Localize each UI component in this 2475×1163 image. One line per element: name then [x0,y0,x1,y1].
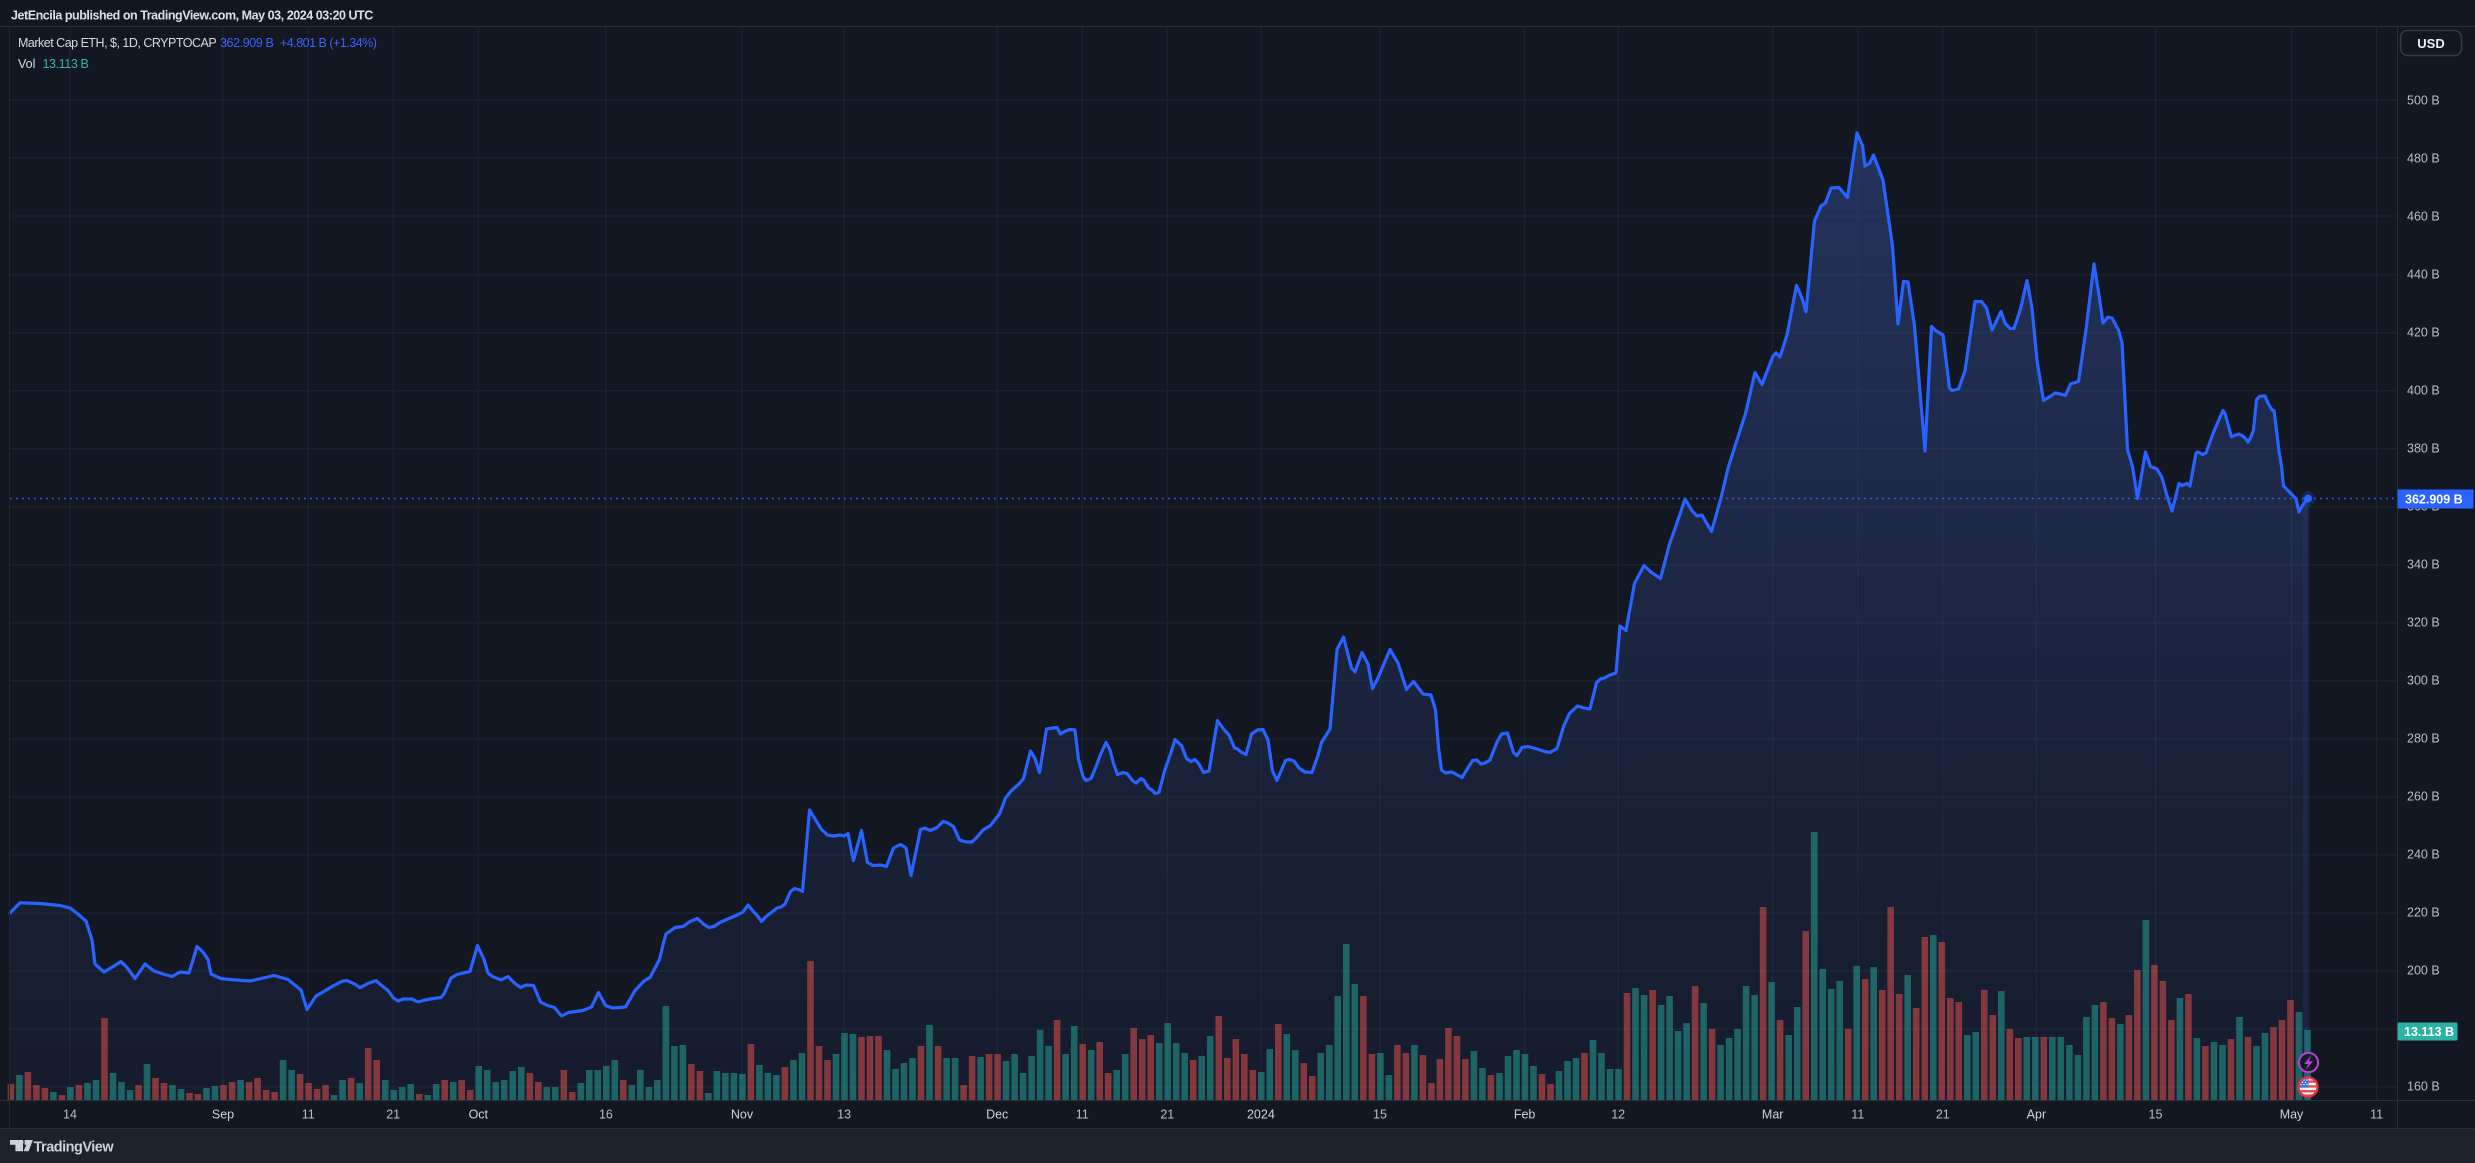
svg-text:USD: USD [2417,36,2444,51]
svg-text:Oct: Oct [469,1108,489,1122]
svg-text:11: 11 [302,1108,315,1122]
svg-text:362.909 B: 362.909 B [220,36,273,50]
svg-text:11: 11 [1076,1108,1089,1122]
svg-text:200 B: 200 B [2407,964,2440,978]
svg-text:Market Cap ETH, $, 1D, CRYPTOC: Market Cap ETH, $, 1D, CRYPTOCAP [18,36,216,50]
svg-text:220 B: 220 B [2407,906,2440,920]
svg-text:Dec: Dec [986,1108,1008,1122]
svg-text:Feb: Feb [1514,1108,1536,1122]
svg-text:15: 15 [1373,1108,1387,1122]
svg-text:15: 15 [2149,1108,2163,1122]
svg-text:460 B: 460 B [2407,210,2440,224]
svg-text:JetEncila published on Trading: JetEncila published on TradingView.com, … [11,9,373,23]
svg-text:13.113 B: 13.113 B [2404,1025,2454,1039]
svg-text:Sep: Sep [212,1108,234,1122]
svg-text:440 B: 440 B [2407,268,2440,282]
svg-text:400 B: 400 B [2407,384,2440,398]
svg-text:May: May [2280,1108,2304,1122]
svg-text:362.909 B: 362.909 B [2405,493,2463,507]
svg-text:260 B: 260 B [2407,790,2440,804]
svg-text:280 B: 280 B [2407,732,2440,746]
svg-text:300 B: 300 B [2407,674,2440,688]
svg-text:420 B: 420 B [2407,326,2440,340]
svg-text:11: 11 [2370,1108,2383,1122]
svg-text:340 B: 340 B [2407,558,2440,572]
svg-text:14: 14 [63,1108,77,1122]
svg-text:160 B: 160 B [2407,1080,2440,1094]
svg-text:380 B: 380 B [2407,442,2440,456]
svg-text:320 B: 320 B [2407,616,2440,630]
svg-text:12: 12 [1611,1108,1625,1122]
svg-text:13.113 B: 13.113 B [43,57,89,71]
svg-text:240 B: 240 B [2407,848,2440,862]
svg-text:Mar: Mar [1762,1108,1784,1122]
svg-text:16: 16 [599,1108,613,1122]
svg-text:21: 21 [1936,1108,1950,1122]
svg-text:2024: 2024 [1247,1108,1275,1122]
svg-text:21: 21 [386,1108,400,1122]
svg-text:Nov: Nov [731,1108,754,1122]
svg-text:500 B: 500 B [2407,94,2440,108]
svg-text:480 B: 480 B [2407,152,2440,166]
svg-text:+4.801 B (+1.34%): +4.801 B (+1.34%) [280,36,377,50]
svg-text:11: 11 [1851,1108,1864,1122]
svg-text:Vol: Vol [18,57,35,71]
svg-text:13: 13 [837,1108,851,1122]
svg-text:TradingView: TradingView [34,1140,115,1156]
svg-text:Apr: Apr [2027,1108,2046,1122]
svg-text:21: 21 [1160,1108,1174,1122]
